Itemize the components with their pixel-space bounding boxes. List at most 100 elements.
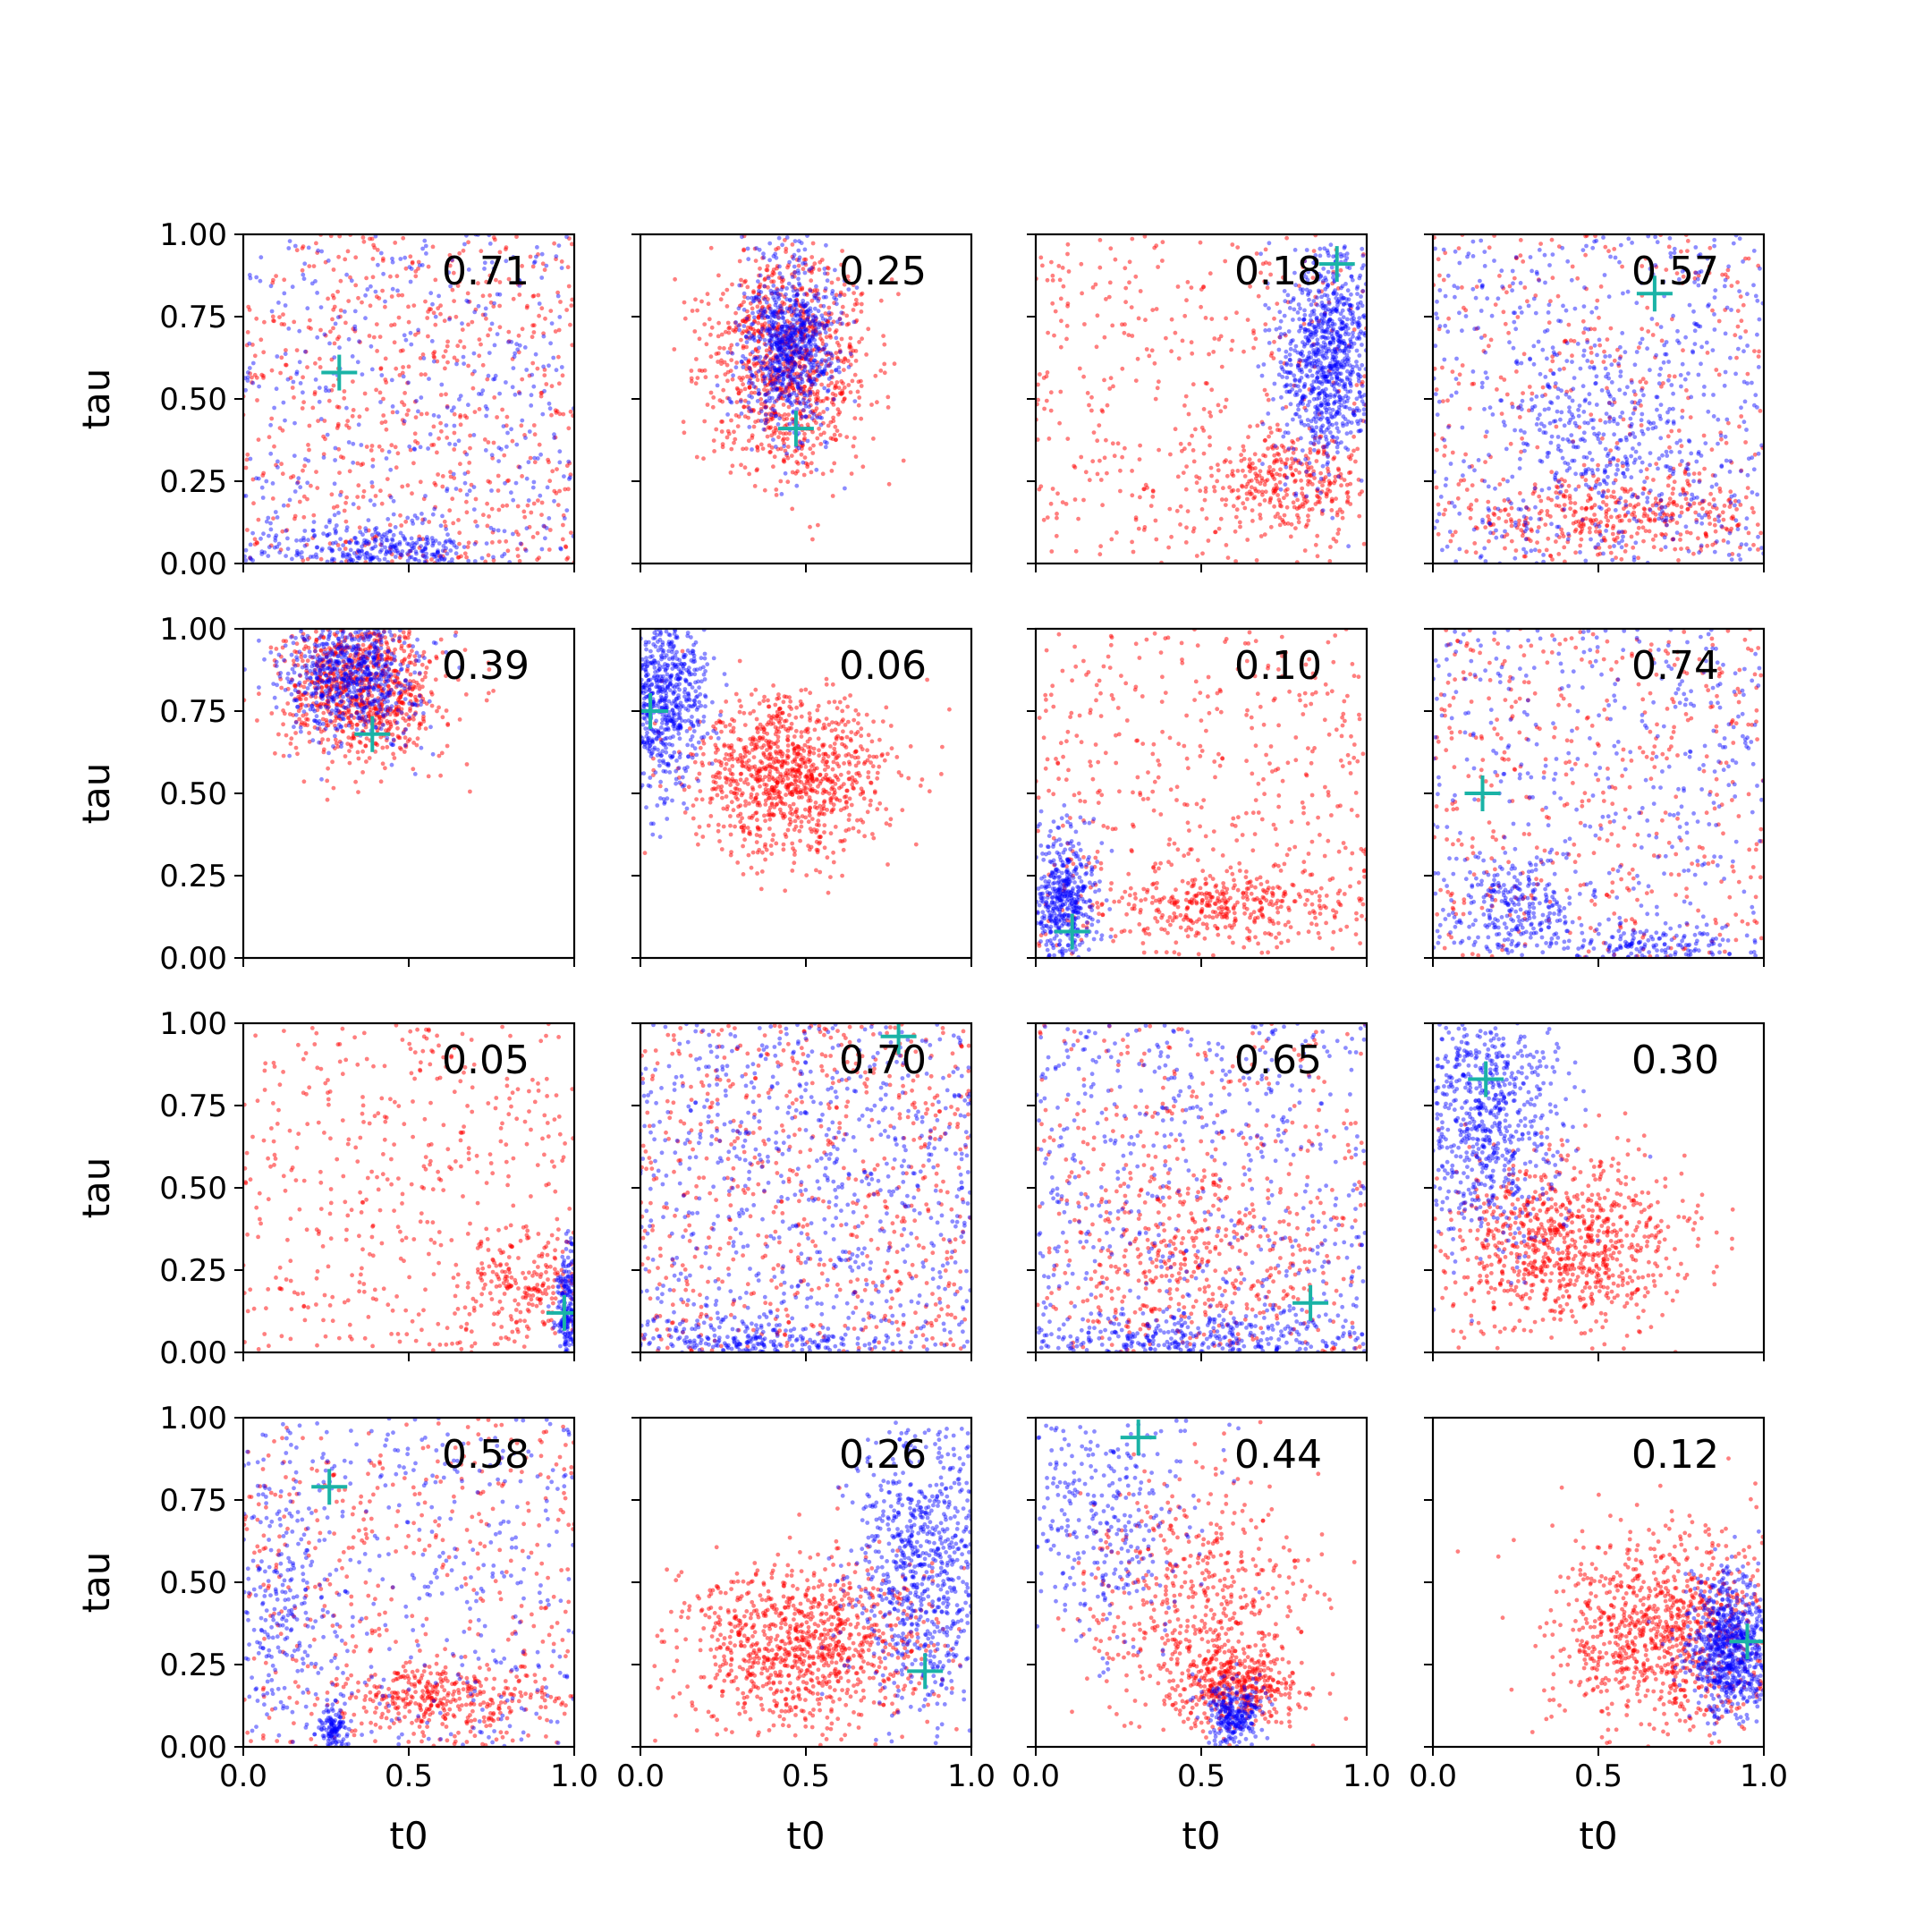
scatter-point [1284,422,1290,428]
scatter-point [1354,348,1360,353]
scatter-point [1251,331,1256,335]
scatter-point [1306,354,1311,359]
scatter-point [737,283,742,288]
scatter-point [1560,530,1565,536]
scatter-point [1284,375,1290,380]
scatter-point [816,292,821,296]
scatter-point [745,404,750,410]
scatter-point [1275,422,1280,428]
scatter-point [818,332,823,336]
scatter-point [774,413,778,419]
scatter-point [801,460,806,465]
scatter-point [838,290,843,295]
scatter-point [1351,334,1355,339]
scatter-point [1322,394,1327,400]
scatter-point [1181,470,1186,475]
scatter-point [1349,341,1354,346]
scatter-point [1320,278,1326,284]
scatter-point [402,538,408,542]
scatter-point [410,259,415,265]
scatter-point [1301,271,1307,276]
scatter-point [725,378,730,384]
scatter-point [752,390,758,395]
scatter-point [808,324,813,328]
scatter-point [792,326,798,332]
scatter-point [1272,453,1277,458]
scatter-point [358,340,362,344]
scatter-point [798,287,802,292]
scatter-point [1120,454,1124,460]
scatter-point [830,289,835,293]
scatter-point [1309,391,1313,396]
scatter-point [856,402,861,408]
scatter-point [1339,292,1343,298]
scatter-point [797,400,802,404]
scatter-point [1335,390,1341,394]
scatter-point [1699,548,1703,553]
scatter-point [1318,380,1323,385]
scatter-point [784,286,789,291]
scatter-point [1318,275,1323,279]
scatter-point [1743,329,1749,334]
scatter-point [536,292,541,298]
scatter-point [792,327,797,333]
scatter-point [769,343,774,348]
scatter-point [757,289,761,293]
scatter-point [901,458,906,463]
scatter-point [801,391,807,396]
scatter-point [1350,277,1355,283]
scatter-point [757,273,761,278]
scatter-point [310,555,316,559]
scatter-point [1326,301,1332,306]
scatter-point [802,292,807,297]
scatter-point [1335,306,1339,311]
scatter-point [835,359,841,363]
scatter-point [1178,441,1183,446]
scatter-point [1208,465,1214,470]
scatter-point [1127,259,1132,265]
scatter-point [467,461,472,465]
scatter-point [1355,292,1360,296]
scatter-point [801,301,806,307]
scatter-point [802,349,808,353]
scatter-point [379,540,385,545]
scatter-point [792,364,798,369]
scatter-point [794,258,800,262]
scatter-point [1323,343,1328,347]
scatter-point [387,529,393,534]
scatter-point [516,532,521,538]
scatter-point [757,345,761,351]
scatter-point [389,443,394,448]
scatter-point [437,557,442,563]
scatter-point [1318,470,1323,476]
scatter-point [556,327,562,333]
scatter-point [786,343,791,347]
scatter-point [1208,271,1213,276]
scatter-point [274,274,278,278]
scatter-point [323,333,328,338]
scatter-point [1317,391,1322,395]
scatter-point [796,276,801,282]
scatter-point [1050,301,1055,306]
scatter-point [1325,326,1330,332]
scatter-point [1265,392,1269,397]
scatter-point [802,335,808,340]
scatter-point [1123,445,1127,451]
scatter-point [272,405,276,411]
scatter-point [473,519,478,524]
scatter-point [1343,341,1347,346]
scatter-point [798,346,802,352]
scatter-point [763,420,768,426]
scatter-point [393,545,398,550]
scatter-point [392,545,396,549]
scatter-point [790,335,794,340]
scatter-point [254,476,258,481]
scatter-point [772,342,777,347]
scatter-point [1325,379,1330,384]
scatter-point [455,284,461,288]
scatter-point [389,548,394,553]
scatter-point [560,373,565,378]
scatter-point [860,336,864,342]
scatter-point [1336,371,1342,377]
scatter-point [751,335,757,340]
